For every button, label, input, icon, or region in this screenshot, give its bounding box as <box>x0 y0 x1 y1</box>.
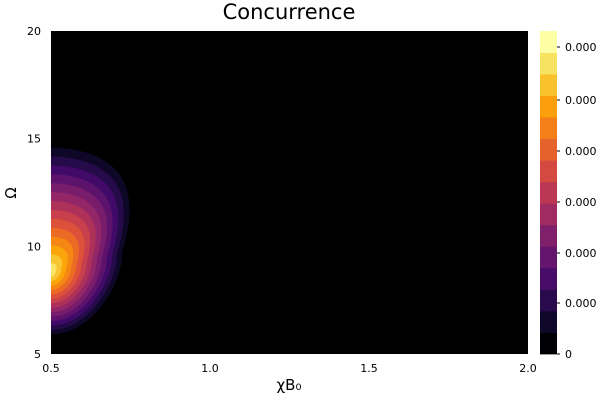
x-axis: 0.5 1.0 1.5 2.0 <box>42 362 537 375</box>
colorbar-band-3 <box>540 267 557 290</box>
x-tick-label: 0.5 <box>42 362 60 375</box>
colorbar-band-9 <box>540 138 557 161</box>
plot-background <box>51 31 528 354</box>
colorbar-band-14 <box>540 31 557 53</box>
chart-title: Concurrence <box>223 0 356 24</box>
y-tick-label: 10 <box>27 240 41 253</box>
contour-layer <box>51 147 130 335</box>
plot-area <box>51 31 528 354</box>
y-tick-label: 15 <box>27 133 41 146</box>
colorbar-tick-label: 0.000 <box>565 94 597 107</box>
colorbar-band-10 <box>540 117 557 140</box>
colorbar-band-0 <box>540 332 557 355</box>
colorbar-tick-label: 0.000 <box>565 145 597 158</box>
y-axis: 5 10 15 20 <box>27 25 41 361</box>
x-tick-label: 1.5 <box>360 362 378 375</box>
x-tick-label: 2.0 <box>519 362 537 375</box>
contour-band-14 <box>51 263 57 277</box>
colorbar-band-2 <box>540 289 557 312</box>
colorbar-tick-label: 0.000 <box>565 297 597 310</box>
y-tick-label: 20 <box>27 25 41 38</box>
colorbar-band-13 <box>540 52 557 75</box>
y-axis-label: Ω <box>2 187 20 198</box>
colorbar-band-1 <box>540 310 557 333</box>
colorbar-ticks: 0 0.000 0.000 0.000 0.000 0.000 0.000 <box>557 41 597 361</box>
colorbar-band-4 <box>540 246 557 269</box>
colorbar-tick-label: 0.000 <box>565 247 597 260</box>
colorbar-band-11 <box>540 95 557 118</box>
colorbar-tick-label: 0 <box>565 348 572 361</box>
colorbar-band-7 <box>540 181 557 204</box>
y-tick-label: 5 <box>34 348 41 361</box>
colorbar-band-8 <box>540 160 557 183</box>
colorbar: 0 0.000 0.000 0.000 0.000 0.000 0.000 <box>540 31 597 361</box>
x-axis-label: χB₀ <box>277 376 302 394</box>
colorbar-bands <box>540 31 557 355</box>
colorbar-band-5 <box>540 224 557 247</box>
colorbar-band-12 <box>540 74 557 96</box>
x-tick-label: 1.0 <box>201 362 219 375</box>
colorbar-tick-label: 0.000 <box>565 196 597 209</box>
colorbar-tick-label: 0.000 <box>565 41 597 54</box>
colorbar-band-6 <box>540 203 557 226</box>
